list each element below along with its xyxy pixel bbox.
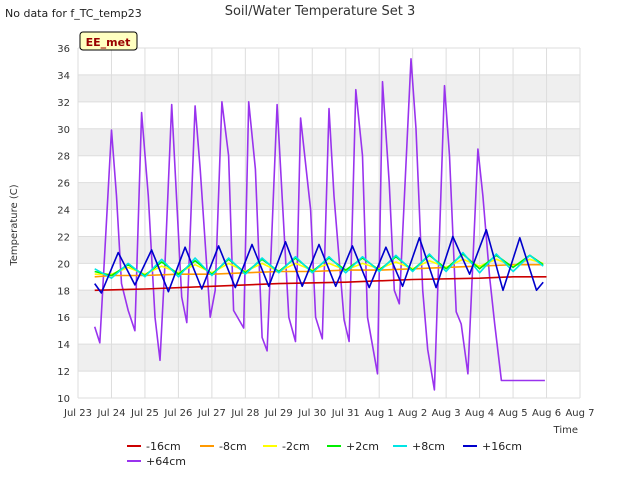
legend-item: -2cm — [263, 440, 310, 453]
x-tick-label: Jul 28 — [230, 408, 259, 419]
x-tick-label: Aug 4 — [465, 408, 494, 419]
legend-item: -16cm — [127, 440, 181, 453]
site-badge-label: EE_met — [86, 36, 131, 49]
y-tick-label: 14 — [57, 340, 70, 351]
legend-label: +8cm — [412, 440, 445, 453]
y-tick-label: 10 — [57, 394, 70, 405]
legend-label: +64cm — [146, 455, 186, 468]
y-tick-label: 22 — [57, 232, 70, 243]
legend-item: +8cm — [393, 440, 445, 453]
x-tick-label: Jul 29 — [264, 408, 293, 419]
x-tick-label: Aug 6 — [532, 408, 561, 419]
legend-item: +2cm — [327, 440, 379, 453]
x-tick-label: Jul 26 — [163, 408, 192, 419]
grid-band — [78, 344, 580, 372]
chart-title: Soil/Water Temperature Set 3 — [225, 4, 416, 19]
legend-item: -8cm — [200, 440, 247, 453]
x-axis: Jul 23 Jul 24 Jul 25 Jul 26 Jul 27 Jul 28 Jul … — [63, 408, 595, 419]
series-line-+16cm — [94, 228, 544, 294]
grid-band — [78, 182, 580, 210]
x-axis-label: Time — [553, 425, 578, 436]
legend-item: +16cm — [463, 440, 522, 453]
site-badge: EE_met — [79, 31, 138, 51]
x-tick-label: Jul 23 — [63, 408, 92, 419]
site-badge-box — [79, 31, 138, 51]
x-tick-label: Jul 24 — [96, 408, 125, 419]
x-tick-label: Jul 31 — [331, 408, 360, 419]
y-tick-label: 34 — [57, 71, 70, 82]
x-tick-label: Aug 7 — [565, 408, 594, 419]
legend: -16cm -8cm -2cm +2cm +8cm +16cm +64cm — [127, 440, 522, 468]
y-tick-label: 26 — [57, 179, 70, 190]
y-tick-label: 32 — [57, 98, 70, 109]
y-tick-label: 18 — [57, 286, 70, 297]
y-tick-label: 28 — [57, 152, 70, 163]
grid-band — [78, 74, 580, 102]
grid-band — [78, 236, 580, 264]
x-tick-label: Jul 30 — [297, 408, 326, 419]
no-data-note: No data for f_TC_temp23 — [5, 7, 142, 20]
x-tick-label: Aug 1 — [365, 408, 394, 419]
y-tick-label: 20 — [57, 259, 70, 270]
series-lines — [93, 57, 547, 391]
legend-label: +2cm — [346, 440, 379, 453]
legend-label: +16cm — [482, 440, 522, 453]
legend-label: -8cm — [219, 440, 247, 453]
y-axis-label: Temperature (C) — [9, 184, 20, 266]
x-tick-label: Aug 5 — [499, 408, 528, 419]
y-tick-label: 24 — [57, 206, 70, 217]
x-tick-label: Aug 2 — [398, 408, 427, 419]
y-tick-label: 12 — [57, 367, 70, 378]
series-line-+8cm — [94, 251, 544, 280]
x-tick-label: Jul 25 — [130, 408, 159, 419]
plot-bands — [77, 47, 581, 399]
x-tick-label: Aug 3 — [432, 408, 461, 419]
y-tick-label: 30 — [57, 125, 70, 136]
series-line-+64cm — [93, 57, 545, 391]
y-tick-label: 36 — [57, 44, 70, 55]
legend-label: -2cm — [282, 440, 310, 453]
y-axis: 10 12 14 16 18 20 22 24 26 28 30 32 34 36 — [57, 44, 70, 405]
x-tick-label: Jul 27 — [197, 408, 226, 419]
y-tick-label: 16 — [57, 313, 70, 324]
legend-item: +64cm — [127, 455, 186, 468]
legend-label: -16cm — [146, 440, 181, 453]
